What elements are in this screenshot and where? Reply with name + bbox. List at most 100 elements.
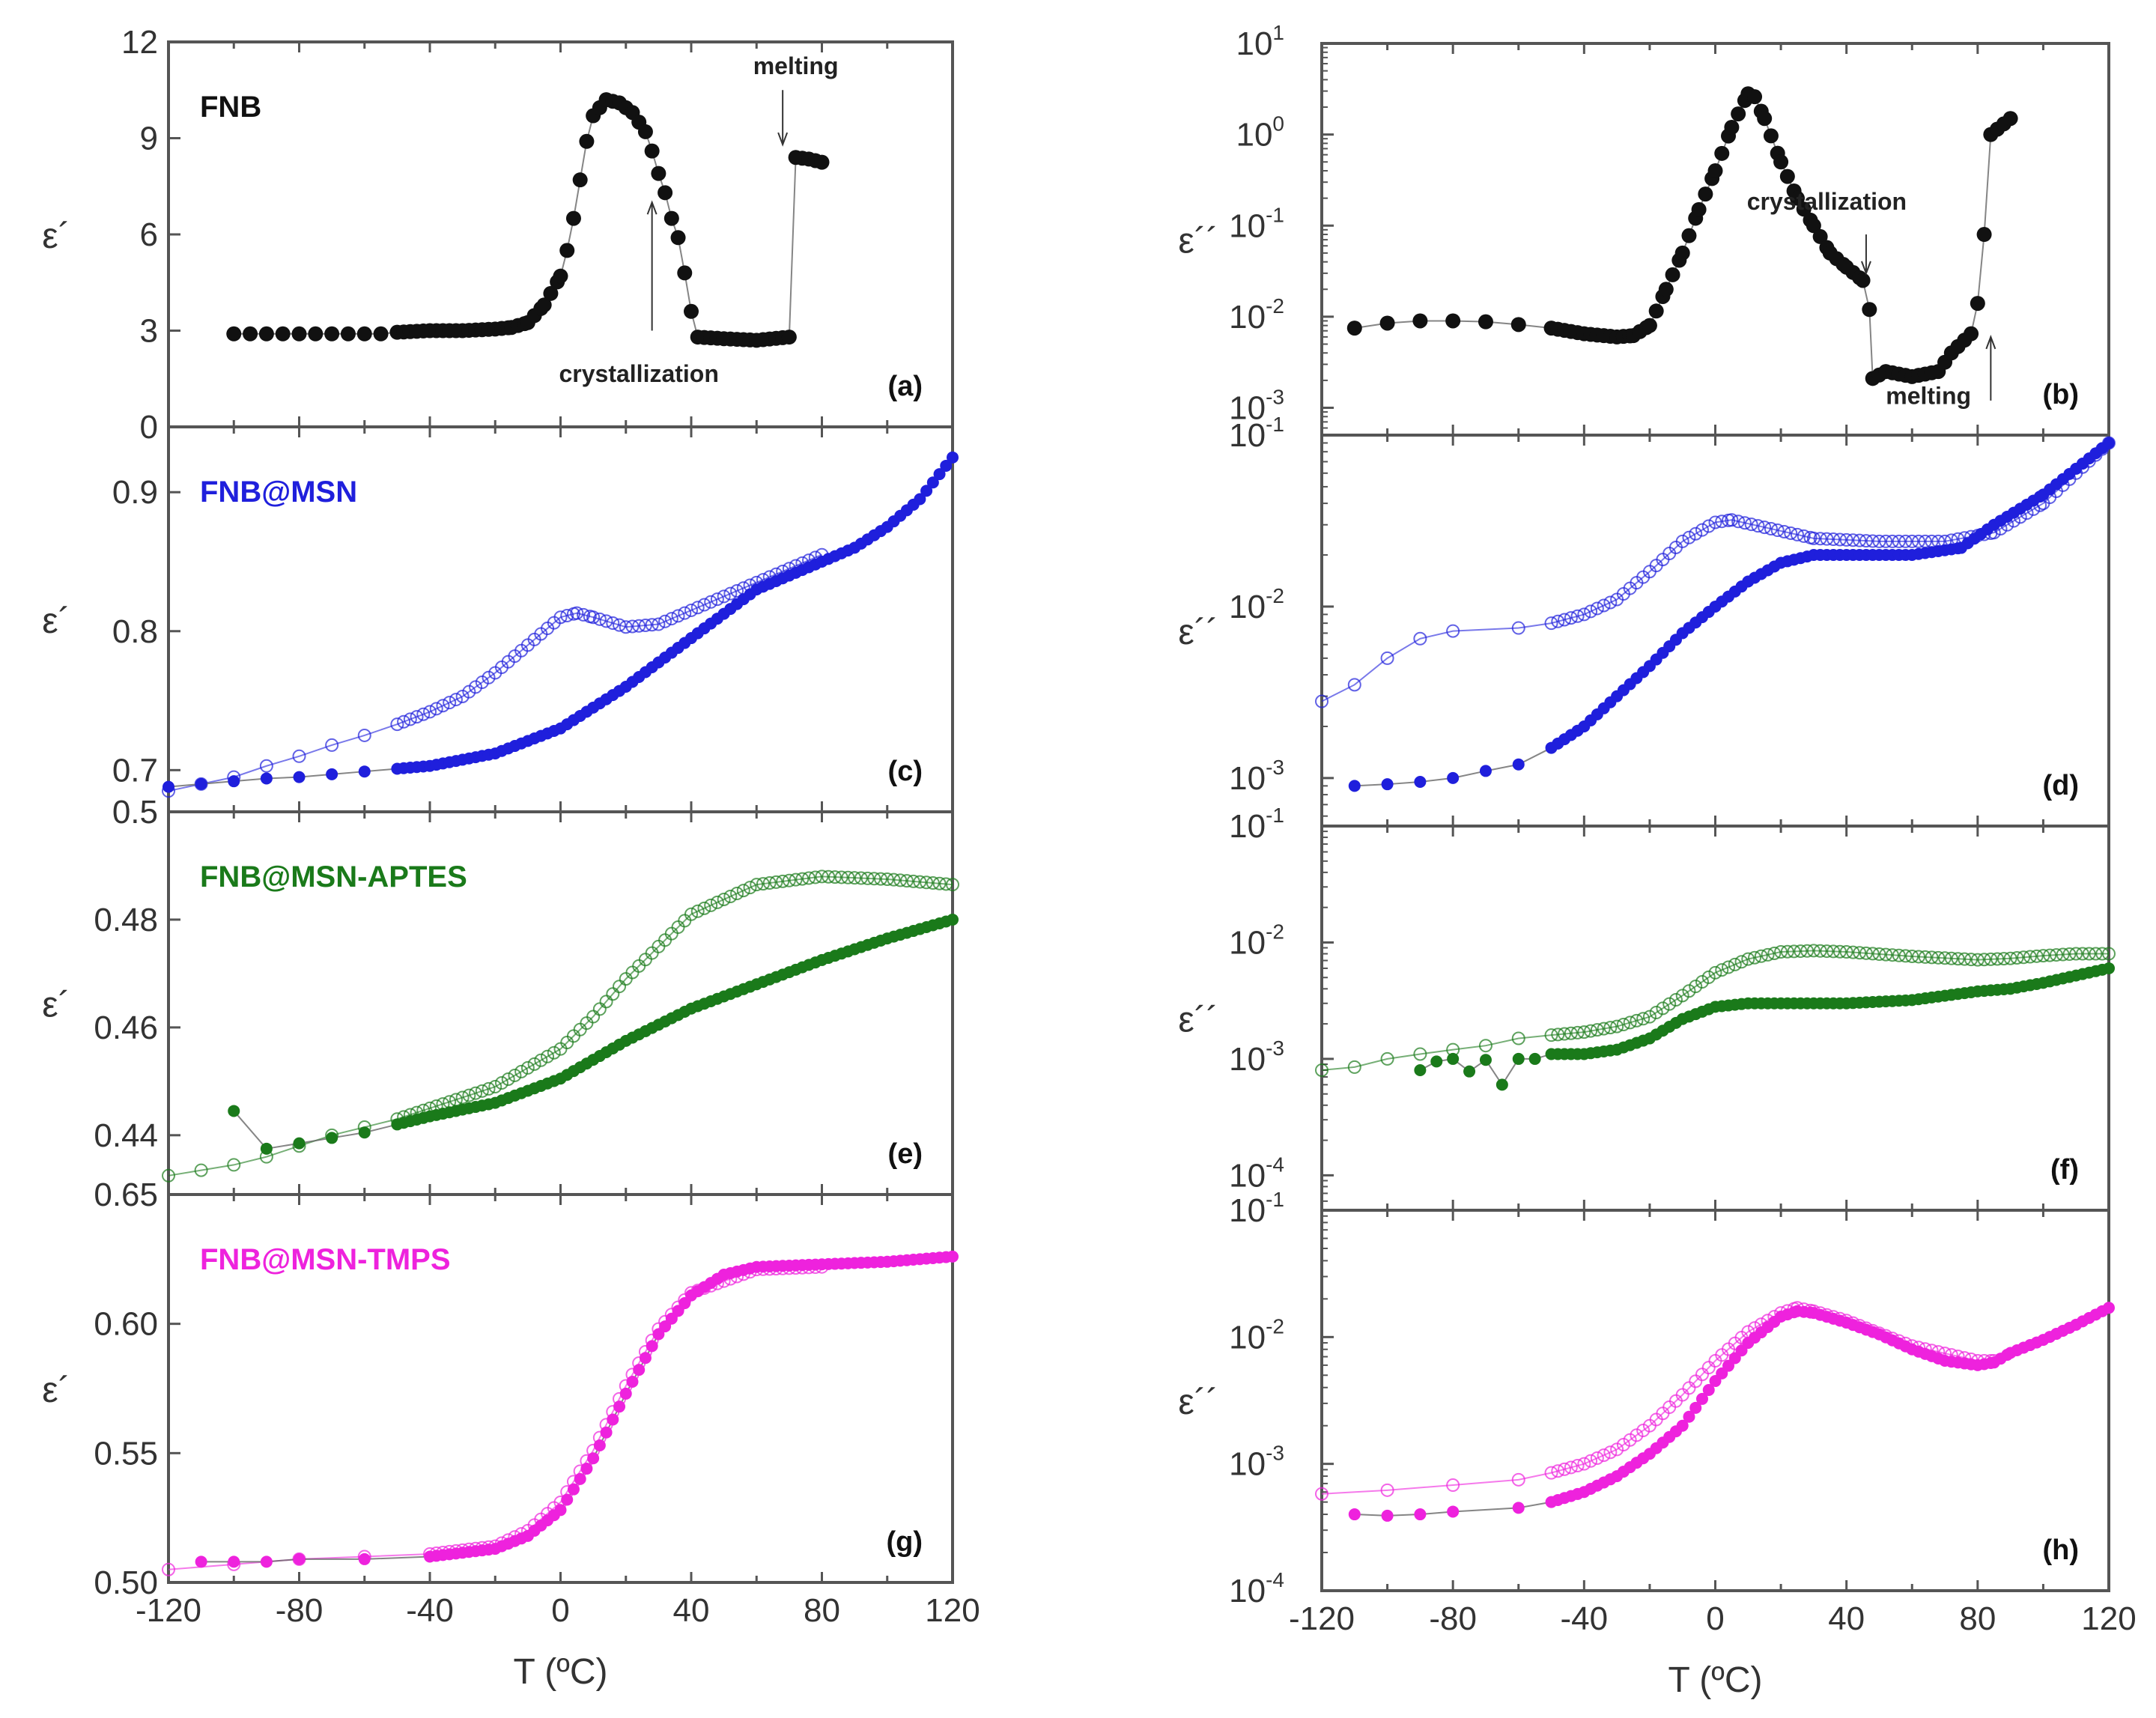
data-point	[358, 765, 371, 778]
data-point	[1577, 607, 1591, 622]
data-point-interp	[645, 618, 659, 632]
data-point-interp	[658, 614, 672, 628]
panel-label: (c)	[888, 756, 923, 787]
data-point-interp	[1832, 532, 1847, 547]
data-point-interp	[443, 696, 457, 710]
panel-label: (h)	[2042, 1535, 2079, 1566]
data-point-interp	[475, 1084, 489, 1098]
data-point	[1414, 1063, 1427, 1076]
y-tick-base: 10	[1236, 25, 1272, 62]
data-point	[651, 166, 666, 181]
data-point-interp	[527, 1057, 541, 1071]
data-point	[423, 705, 437, 719]
data-point-interp	[1797, 529, 1811, 543]
sample-name: FNB	[200, 91, 261, 124]
data-point-interp	[2062, 947, 2077, 962]
data-point-interp	[397, 714, 411, 729]
data-point-interp	[1558, 1027, 1572, 1041]
data-point	[1544, 1466, 1558, 1480]
annotation-arrow-head	[646, 200, 658, 215]
data-point-interp	[678, 606, 692, 620]
data-point-interp	[1826, 944, 1841, 959]
data-point-interp	[599, 614, 613, 628]
data-point-interp	[543, 285, 559, 301]
y-tick-exponent: -4	[1266, 1568, 1284, 1591]
y-tick-exponent: -3	[1266, 756, 1284, 779]
data-point	[553, 610, 568, 625]
y-tick-label: 0.5	[112, 794, 158, 831]
data-point-interp	[1584, 604, 1598, 619]
data-point-interp	[2082, 947, 2096, 961]
data-point-interp	[514, 1064, 529, 1078]
data-point-interp	[1570, 609, 1585, 623]
data-point	[1642, 1010, 1657, 1024]
y-tick-exponent: -3	[1266, 1442, 1284, 1465]
data-point	[2103, 1302, 2115, 1314]
data-point	[946, 878, 959, 892]
data-point	[880, 872, 894, 886]
data-point	[670, 230, 686, 246]
data-point	[1577, 1025, 1591, 1039]
data-point	[2103, 437, 2115, 449]
sample-name: FNB@MSN	[200, 476, 357, 509]
data-point-interp	[1737, 516, 1752, 530]
data-point-interp	[736, 884, 750, 898]
data-point-interp	[1826, 532, 1841, 547]
data-point-interp	[874, 872, 888, 886]
data-point-interp	[494, 1076, 508, 1090]
data-point-interp	[1570, 1459, 1585, 1473]
data-point-interp	[1812, 228, 1828, 244]
data-point	[1741, 952, 1755, 966]
data-point	[2002, 111, 2018, 127]
data-point-interp	[1859, 534, 1873, 548]
series-filled	[195, 1250, 959, 1568]
data-point-interp	[1796, 201, 1812, 217]
data-point	[2003, 951, 2017, 965]
y-tick-label: 0.65	[94, 1177, 158, 1213]
data-point	[1773, 154, 1789, 170]
data-point-interp	[940, 459, 953, 472]
y-tick-label: 100	[1236, 112, 1284, 154]
y-tick-label: 10-2	[1229, 294, 1284, 336]
y-tick-label: 6	[140, 216, 158, 253]
data-point	[1380, 1483, 1394, 1497]
data-point-interp	[1885, 534, 1899, 548]
x-tick-label: 0	[551, 1592, 569, 1629]
data-point-interp	[2043, 948, 2057, 962]
data-point-interp	[1958, 952, 1972, 966]
data-point	[324, 326, 340, 342]
data-point	[162, 1562, 175, 1576]
annotation-text: melting	[1886, 382, 1971, 409]
data-point-interp	[756, 877, 770, 891]
x-tick-label: 40	[1828, 1600, 1865, 1637]
data-point-interp	[1912, 950, 1926, 964]
y-tick-label: 10-3	[1229, 1442, 1284, 1483]
data-point-interp	[906, 874, 920, 888]
data-point-interp	[1698, 186, 1713, 202]
data-point	[1544, 616, 1558, 631]
data-point	[1380, 651, 1394, 665]
data-point-interp	[1751, 519, 1765, 533]
data-point	[1414, 1508, 1427, 1521]
data-point	[308, 326, 324, 342]
data-point	[781, 330, 797, 345]
data-point	[1413, 631, 1427, 646]
data-point-interp	[1597, 1448, 1611, 1463]
plot-frame	[1320, 1209, 2110, 1592]
y-tick-label: 0.44	[94, 1117, 158, 1154]
data-point-interp	[1689, 526, 1703, 541]
data-point	[2036, 949, 2050, 963]
data-point-interp	[860, 871, 875, 885]
y-tick-label: 9	[140, 121, 158, 157]
data-point	[1676, 1419, 1689, 1432]
data-point-interp	[1777, 524, 1791, 538]
data-point-interp	[1558, 1462, 1572, 1476]
panel-label: (e)	[888, 1138, 923, 1170]
data-point	[325, 738, 339, 752]
data-point	[1747, 89, 1763, 105]
data-point-interp	[541, 1049, 555, 1063]
y-tick-base: 10	[1229, 299, 1266, 336]
y-tick-label: 3	[140, 313, 158, 350]
data-point-interp	[762, 876, 777, 890]
